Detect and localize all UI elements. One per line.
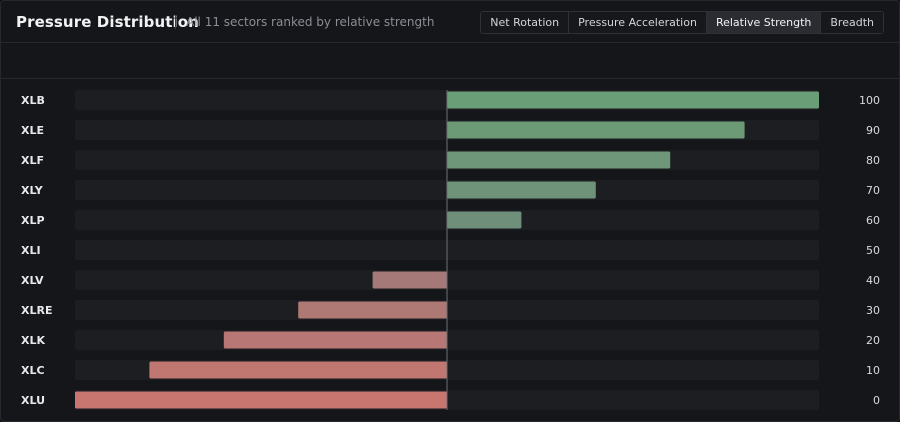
sector-label-xlu: XLU <box>21 394 45 407</box>
bar-xle[interactable] <box>447 121 745 139</box>
value-label-xly: 70 <box>866 184 880 197</box>
sector-label-xly: XLY <box>21 184 44 197</box>
value-label-xli: 50 <box>866 244 880 257</box>
bar-xlre[interactable] <box>298 301 447 319</box>
bar-xlu[interactable] <box>75 391 447 409</box>
bar-xly[interactable] <box>447 181 596 199</box>
value-label-xlre: 30 <box>866 304 880 317</box>
bar-xlv[interactable] <box>372 271 447 289</box>
sector-label-xlp: XLP <box>21 214 45 227</box>
bar-xlf[interactable] <box>447 151 671 169</box>
chart-toolbar-band <box>1 44 899 79</box>
value-label-xlb: 100 <box>859 94 880 107</box>
value-label-xlk: 20 <box>866 334 880 347</box>
panel-subtitle: All 11 sectors ranked by relative streng… <box>186 15 435 29</box>
sector-label-xlv: XLV <box>21 274 44 287</box>
bar-xlc[interactable] <box>149 361 447 379</box>
sector-label-xlb: XLB <box>21 94 45 107</box>
bar-xlk[interactable] <box>223 331 447 349</box>
sector-label-xle: XLE <box>21 124 44 137</box>
value-label-xlf: 80 <box>866 154 880 167</box>
panel-header: Pressure Distribution All 11 sectors ran… <box>1 1 899 43</box>
tab-net-rotation[interactable]: Net Rotation <box>481 12 570 33</box>
tab-pressure-acceleration[interactable]: Pressure Acceleration <box>569 12 707 33</box>
sector-label-xlc: XLC <box>21 364 45 377</box>
sector-label-xli: XLI <box>21 244 41 257</box>
value-label-xlv: 40 <box>866 274 880 287</box>
metric-tab-group: Net Rotation Pressure Acceleration Relat… <box>480 11 884 34</box>
value-label-xlc: 10 <box>866 364 880 377</box>
bar-xlb[interactable] <box>447 91 819 109</box>
value-label-xlu: 0 <box>873 394 880 407</box>
tab-relative-strength[interactable]: Relative Strength <box>706 12 822 33</box>
sector-label-xlk: XLK <box>21 334 45 347</box>
sector-label-xlre: XLRE <box>21 304 52 317</box>
tab-breadth[interactable]: Breadth <box>821 12 883 33</box>
bar-xlp[interactable] <box>447 211 522 229</box>
sector-label-xlf: XLF <box>21 154 44 167</box>
panel-title: Pressure Distribution <box>16 13 199 31</box>
title-divider <box>175 15 176 29</box>
value-label-xlp: 60 <box>866 214 880 227</box>
value-label-xle: 90 <box>866 124 880 137</box>
